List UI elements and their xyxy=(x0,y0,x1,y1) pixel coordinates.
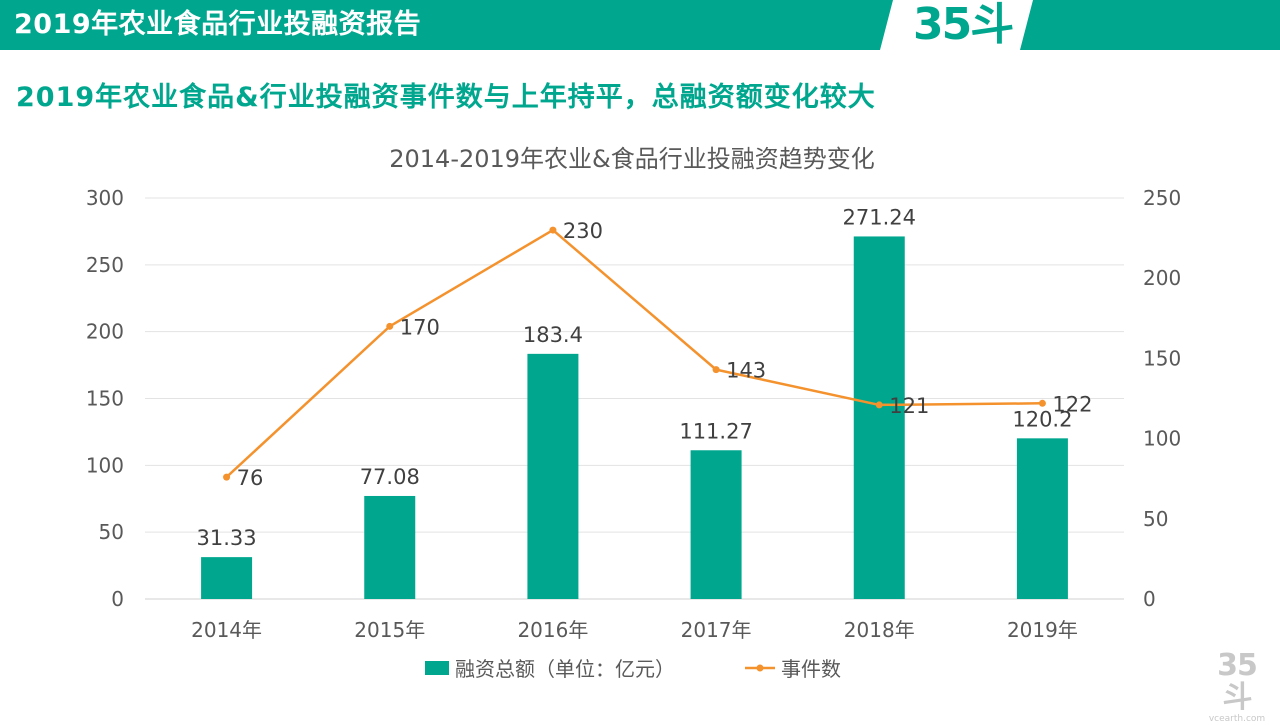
y-left-tick-label: 300 xyxy=(86,186,124,210)
bar-data-label: 31.33 xyxy=(197,526,257,550)
line-point xyxy=(386,322,394,330)
x-tick-label: 2015年 xyxy=(354,618,425,642)
line-data-label: 121 xyxy=(889,394,929,418)
bar xyxy=(364,495,416,599)
line-point xyxy=(712,366,720,374)
y-right-tick-label: 100 xyxy=(1143,427,1181,451)
line-data-label: 76 xyxy=(237,466,264,490)
line-point xyxy=(223,473,231,481)
legend-bar-label: 融资总额（单位：亿元） xyxy=(455,657,675,681)
legend-line-label: 事件数 xyxy=(781,657,841,681)
line-data-label: 143 xyxy=(726,359,766,383)
legend-bar-swatch xyxy=(425,661,449,675)
legend-line-marker xyxy=(756,664,764,672)
bar xyxy=(201,557,253,599)
gridlines xyxy=(145,197,1124,600)
y-left-tick-label: 50 xyxy=(99,520,124,544)
bar-data-label: 111.27 xyxy=(679,419,752,443)
bar-data-label: 183.4 xyxy=(523,323,583,347)
bar-data-label: 77.08 xyxy=(360,465,420,489)
bar-series xyxy=(201,236,1068,599)
watermark-logo: 35斗 vcearth.com xyxy=(1207,650,1267,725)
x-tick-label: 2019年 xyxy=(1007,618,1078,642)
line-series xyxy=(223,226,1046,481)
y-left-tick-label: 100 xyxy=(86,453,124,477)
x-tick-label: 2017年 xyxy=(681,618,752,642)
bar-data-label: 271.24 xyxy=(843,205,916,229)
line-data-label: 170 xyxy=(400,315,440,339)
x-tick-label: 2018年 xyxy=(844,618,915,642)
line-data-label: 122 xyxy=(1052,392,1092,416)
y-right-tick-label: 200 xyxy=(1143,266,1181,290)
bar xyxy=(527,353,579,599)
watermark-logo-mark: 35斗 xyxy=(1217,648,1258,715)
y-left-tick-label: 0 xyxy=(111,587,124,611)
x-tick-label: 2014年 xyxy=(191,618,262,642)
header-bar-background xyxy=(0,0,1280,50)
chart-title: 2014-2019年农业&食品行业投融资趋势变化 xyxy=(389,145,875,173)
y-right-tick-label: 50 xyxy=(1143,507,1168,531)
watermark-domain: vcearth.com xyxy=(1208,714,1266,724)
y-left-tick-label: 150 xyxy=(86,387,124,411)
line-path xyxy=(225,228,1043,479)
page-subtitle: 2019年农业食品&行业投融资事件数与上年持平，总融资额变化较大 xyxy=(16,82,876,113)
bar-data-label: 120.2 xyxy=(1012,407,1072,431)
header-bar: 2019年农业食品行业投融资报告 35斗 xyxy=(0,0,1280,50)
x-tick-label: 2016年 xyxy=(517,618,588,642)
bar xyxy=(1016,438,1068,599)
report-title: 2019年农业食品行业投融资报告 xyxy=(14,9,422,40)
y-right-tick-label: 150 xyxy=(1143,346,1181,370)
axes: 0 50 100 150 200 250 300 0 50 100 150 200 250 2014年 20… xyxy=(86,186,1181,642)
line-point xyxy=(875,401,883,409)
line-point xyxy=(1038,399,1046,407)
y-right-tick-label: 0 xyxy=(1143,587,1156,611)
header-bar-right-segment xyxy=(1020,0,1280,50)
bar xyxy=(853,236,905,599)
line-data-label: 230 xyxy=(563,219,603,243)
bar xyxy=(690,450,742,599)
data-labels: 31.33 77.08 183.4 111.27 271.24 120.2 76 170 230… xyxy=(197,205,1093,550)
line-point xyxy=(549,226,557,234)
y-left-tick-label: 200 xyxy=(86,320,124,344)
y-right-tick-label: 250 xyxy=(1143,186,1181,210)
y-left-tick-label: 250 xyxy=(86,253,124,277)
legend: 融资总额（单位：亿元） 事件数 xyxy=(425,657,841,681)
brand-logo: 35斗 xyxy=(913,0,1014,50)
header-bar-left-segment xyxy=(0,0,893,50)
